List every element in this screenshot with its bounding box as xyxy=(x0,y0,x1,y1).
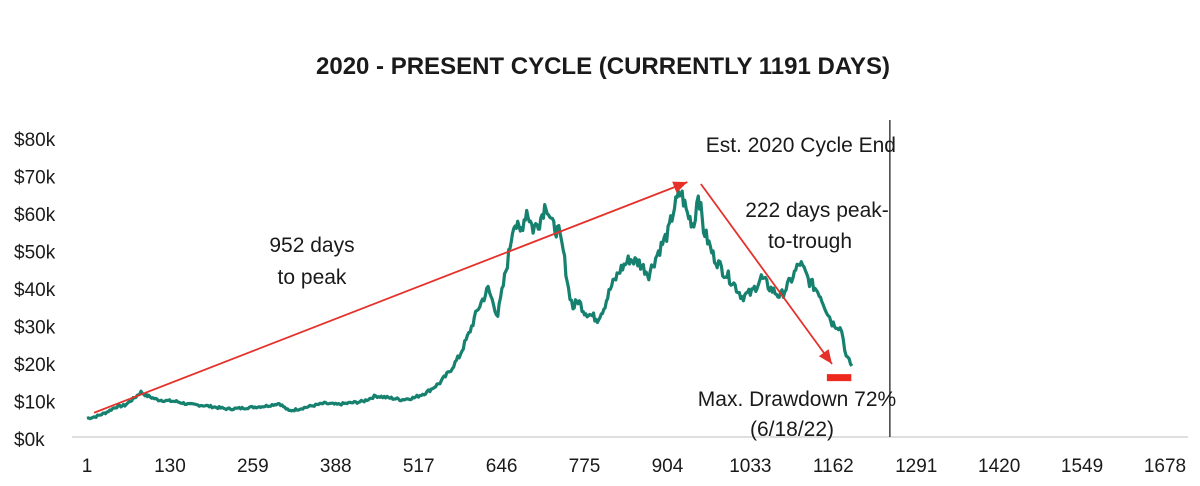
x-tick-label: 1162 xyxy=(813,456,854,477)
arrow-group xyxy=(93,181,833,414)
peak-trough-label-line1: 222 days peak- xyxy=(745,199,889,222)
arrow-line xyxy=(700,183,833,365)
cycle-end-label: Est. 2020 Cycle End xyxy=(706,134,896,157)
x-tick-label: 130 xyxy=(154,456,186,477)
y-tick-label: $50k xyxy=(14,243,56,264)
y-tick-label: $80k xyxy=(14,130,56,151)
x-tick-label: 517 xyxy=(403,456,435,477)
to-peak-label-line2: to peak xyxy=(278,266,347,289)
series-group xyxy=(86,189,854,421)
y-tick-label: $60k xyxy=(14,205,56,226)
x-tick-label: 775 xyxy=(569,456,601,477)
x-tick-label: 1678 xyxy=(1144,456,1186,477)
x-tick-label: 1549 xyxy=(1061,456,1103,477)
x-tick-label: 259 xyxy=(237,456,269,477)
price-line xyxy=(86,189,854,421)
trough-marker xyxy=(826,374,852,382)
x-tick-label: 1420 xyxy=(978,456,1020,477)
x-tick-label: 1 xyxy=(82,456,93,477)
drawdown-label-line2: (6/18/22) xyxy=(750,418,834,441)
arrow-line xyxy=(93,181,688,414)
x-tick-label: 646 xyxy=(486,456,518,477)
y-tick-label: $0k xyxy=(14,430,45,451)
x-tick-label: 904 xyxy=(652,456,684,477)
chart-title: 2020 - PRESENT CYCLE (CURRENTLY 1191 DAY… xyxy=(316,53,890,80)
x-tick-label: 1033 xyxy=(729,456,771,477)
y-tick-label: $10k xyxy=(14,393,56,414)
peak-trough-label-line2: to-trough xyxy=(768,230,852,253)
y-axis-tick-labels: $0k $10k $20k $30k $40k $50k $60k $70k $80k xyxy=(14,130,56,451)
y-tick-label: $70k xyxy=(14,168,56,189)
y-tick-label: $20k xyxy=(14,355,56,376)
arrow-head xyxy=(672,181,688,193)
to-peak-label-line1: 952 days xyxy=(269,234,354,257)
drawdown-label-line1: Max. Drawdown 72% xyxy=(698,388,896,411)
x-tick-label: 1291 xyxy=(895,456,937,477)
y-tick-label: $40k xyxy=(14,280,56,301)
y-tick-label: $30k xyxy=(14,318,56,339)
arrow-head xyxy=(818,349,833,364)
x-tick-label: 388 xyxy=(320,456,352,477)
x-axis-tick-labels: 1 130 259 388 517 646 775 904 1033 1162 1291 1420 15… xyxy=(82,456,1186,477)
